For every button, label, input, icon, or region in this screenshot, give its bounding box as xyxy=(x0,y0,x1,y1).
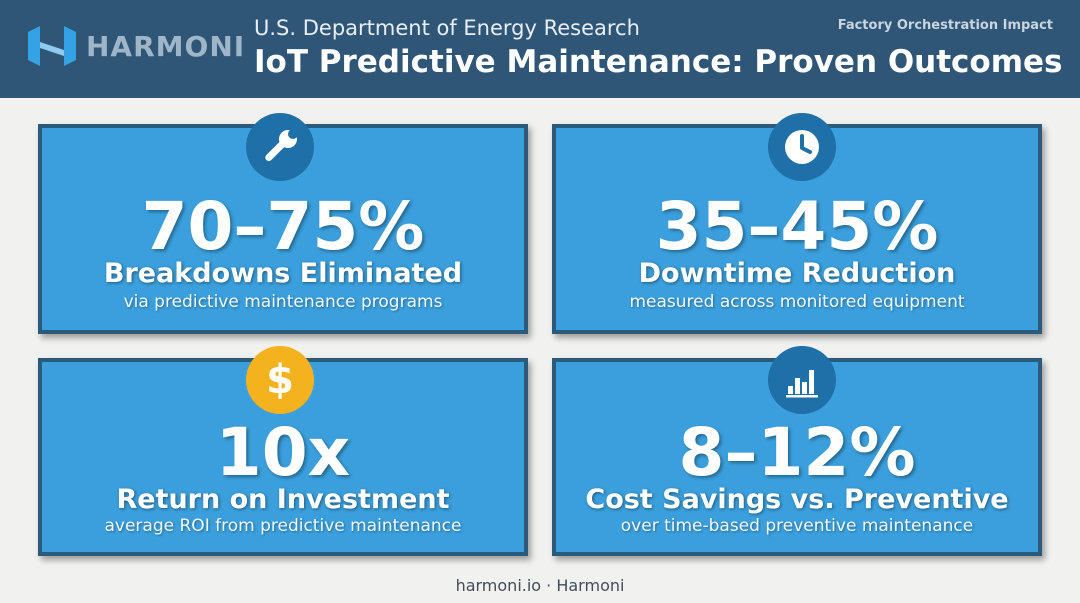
stat-label: Return on Investment xyxy=(116,484,450,515)
stat-value: 35–45% xyxy=(655,188,939,265)
brand-name: HARMONI xyxy=(86,30,246,63)
harmoni-logo-icon xyxy=(24,22,80,74)
stat-description: measured across monitored equipment xyxy=(629,292,965,312)
stat-label: Breakdowns Eliminated xyxy=(103,258,463,289)
clock-icon xyxy=(768,113,836,181)
stat-label: Cost Savings vs. Preventive xyxy=(585,484,1009,515)
stat-value: 10x xyxy=(215,414,351,491)
stat-card-roi-content: 10x Return on Investment average ROI fro… xyxy=(38,358,528,556)
page-title: IoT Predictive Maintenance: Proven Outco… xyxy=(254,44,1063,80)
page-supertitle: U.S. Department of Energy Research xyxy=(254,16,640,40)
header-banner: HARMONI U.S. Department of Energy Resear… xyxy=(0,0,1080,98)
stat-card-downtime-content: 35–45% Downtime Reduction measured acros… xyxy=(552,124,1042,334)
dollar-icon: $ xyxy=(246,346,314,414)
header-tagline: Factory Orchestration Impact xyxy=(837,18,1053,33)
stat-description: over time-based preventive maintenance xyxy=(620,516,974,536)
stat-card-breakdowns-content: 70–75% Breakdowns Eliminated via predict… xyxy=(38,124,528,334)
stat-value: 8–12% xyxy=(678,414,916,491)
stat-card-cost-savings-content: 8–12% Cost Savings vs. Preventive over t… xyxy=(552,358,1042,556)
wrench-icon xyxy=(246,113,314,181)
stat-value: 70–75% xyxy=(141,188,425,265)
footer-credit: harmoni.io · Harmoni xyxy=(455,576,625,595)
stat-description: via predictive maintenance programs xyxy=(123,292,443,312)
bar-chart-icon xyxy=(768,346,836,414)
stat-description: average ROI from predictive maintenance xyxy=(104,516,462,536)
stat-label: Downtime Reduction xyxy=(638,258,956,289)
